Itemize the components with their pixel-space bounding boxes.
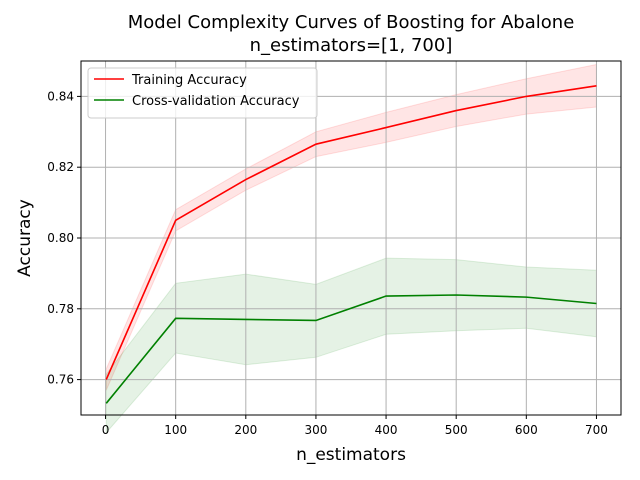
x-tick-label-6: 600: [515, 423, 538, 437]
x-tick-label-7: 700: [585, 423, 608, 437]
x-tick-label-5: 500: [445, 423, 468, 437]
x-tick-label-2: 200: [234, 423, 257, 437]
series-line-0: [105, 84, 597, 380]
legend-label-cv: Cross-validation Accuracy: [132, 94, 300, 109]
legend-label-training: Training Accuracy: [131, 73, 247, 88]
y-tick-label-0: 0.76: [47, 373, 74, 387]
y-tick-label-4: 0.84: [47, 89, 74, 103]
x-axis-label: n_estimators: [296, 445, 406, 465]
chart-title: Model Complexity Curves of Boosting for …: [128, 12, 575, 33]
legend-box: [87, 67, 318, 119]
legend: Training Accuracy Cross-validation Accur…: [87, 67, 318, 119]
y-tick-label-1: 0.78: [47, 302, 74, 316]
confidence-bands: [105, 63, 597, 435]
y-tick-label-3: 0.82: [47, 160, 74, 174]
series-line-1: [105, 294, 597, 404]
series-lines: [105, 84, 597, 404]
x-tick-label-0: 0: [102, 423, 110, 437]
x-axis-ticks: 0 100 200 300 400 500 600 700: [102, 415, 608, 437]
x-tick-label-4: 400: [375, 423, 398, 437]
y-tick-label-2: 0.80: [47, 231, 74, 245]
band-1: [105, 257, 597, 435]
x-tick-label-3: 300: [304, 423, 327, 437]
y-axis-label: Accuracy: [15, 199, 35, 277]
x-tick-label-1: 100: [164, 423, 187, 437]
y-axis-ticks: 0.76 0.78 0.80 0.82 0.84: [47, 89, 81, 387]
chart-subtitle: n_estimators=[1, 700]: [250, 35, 453, 56]
